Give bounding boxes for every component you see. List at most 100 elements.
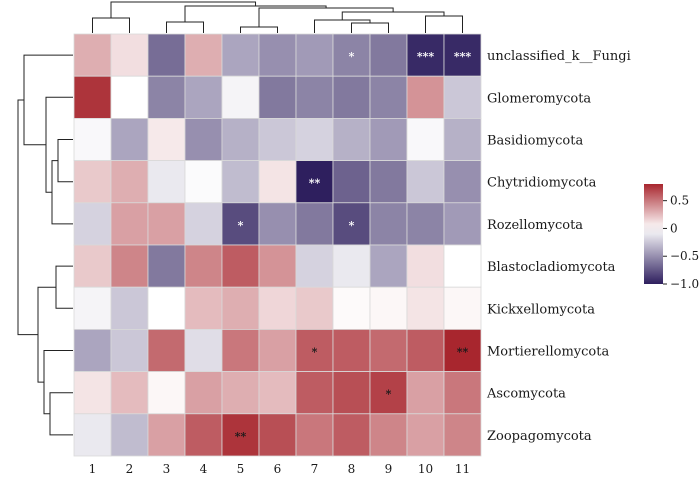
heatmap-cell (184, 75, 223, 119)
dendrogram-branch (240, 26, 278, 33)
heatmap-cell (295, 33, 334, 77)
dendrogram-branch (17, 99, 38, 336)
significance-marker: * (349, 50, 355, 63)
heatmap-cell (258, 286, 297, 330)
heatmap-cell (295, 328, 334, 372)
heatmap-cell (406, 371, 445, 415)
significance-marker: * (238, 219, 244, 232)
dendrogram-branch (45, 96, 73, 193)
row-label: Zoopagomycota (487, 429, 592, 444)
heatmap-cell (73, 244, 112, 288)
heatmap-cell (295, 118, 334, 162)
heatmap-cell (332, 118, 371, 162)
heatmap-cell (184, 413, 223, 457)
heatmap-cell (184, 244, 223, 288)
heatmap-cell (147, 328, 186, 372)
heatmap-cell (332, 286, 371, 330)
heatmap-cell (73, 328, 112, 372)
heatmap-cell (295, 160, 334, 204)
heatmap-cell (369, 33, 408, 77)
heatmap-cell (443, 75, 482, 119)
colorbar-tick-label: 0 (670, 221, 678, 235)
dendrogram-branch (23, 54, 73, 146)
heatmap-cell (332, 202, 371, 246)
heatmap-cell (221, 33, 260, 77)
heatmap-cell (332, 33, 371, 77)
heatmap-cell (184, 328, 223, 372)
heatmap-cell (184, 286, 223, 330)
heatmap-cell (73, 160, 112, 204)
row-label: Kickxellomycota (487, 302, 595, 317)
column-label: 2 (126, 462, 134, 476)
heatmap-cell (258, 328, 297, 372)
column-label: 11 (455, 462, 470, 476)
dendrogram-branch (43, 350, 73, 415)
significance-marker: * (386, 388, 392, 401)
heatmap-cell (332, 160, 371, 204)
heatmap-cell (369, 244, 408, 288)
row-label: Glomeromycota (487, 91, 591, 106)
significance-marker: ** (309, 177, 321, 190)
dendrogram-branch (57, 139, 73, 183)
row-label: Blastocladiomycota (487, 260, 616, 275)
heatmap-cell (258, 371, 297, 415)
heatmap-cell (184, 371, 223, 415)
heatmap-cell (73, 371, 112, 415)
heatmap-cell (369, 160, 408, 204)
heatmap-cell (258, 118, 297, 162)
dendrogram-branch (37, 286, 56, 383)
dendrogram-branch (49, 392, 73, 436)
column-label: 10 (418, 462, 433, 476)
row-label: Basidiomycota (487, 134, 583, 149)
heatmap-cell (332, 244, 371, 288)
heatmap-cell (221, 75, 260, 119)
heatmap-cell (258, 244, 297, 288)
colorbar-tick-label: 0.5 (670, 194, 689, 208)
heatmap-cell (110, 33, 149, 77)
heatmap-cell (73, 118, 112, 162)
column-label: 4 (200, 462, 208, 476)
row-dendrogram (17, 54, 73, 436)
heatmap-cell (184, 202, 223, 246)
heatmap-cell (295, 371, 334, 415)
significance-marker: ** (235, 430, 247, 443)
heatmap-cell (443, 33, 482, 77)
heatmap-cell (147, 33, 186, 77)
colorbar: 0.5 0 −0.5 −1.0 (644, 184, 699, 291)
dendrogram-branch (51, 160, 73, 225)
significance-marker: *** (454, 50, 472, 63)
heatmap-cell (221, 118, 260, 162)
heatmap-cell (110, 202, 149, 246)
significance-marker: *** (417, 50, 435, 63)
heatmap-cell (443, 286, 482, 330)
column-label: 8 (348, 462, 356, 476)
heatmap-cell (406, 413, 445, 457)
heatmap-cell (332, 371, 371, 415)
column-label: 6 (274, 462, 282, 476)
row-label: Chytridiomycota (487, 176, 597, 191)
heatmap-cell (221, 328, 260, 372)
heatmap-cell (147, 202, 186, 246)
column-label: 5 (237, 462, 245, 476)
heatmap-cell (406, 118, 445, 162)
column-label: 9 (385, 462, 393, 476)
column-labels: 1 2 3 4 5 6 7 8 9 10 11 (89, 462, 470, 476)
heatmap-cell (221, 160, 260, 204)
heatmap-cell (110, 286, 149, 330)
heatmap-cell (295, 75, 334, 119)
heatmap-cell (73, 33, 112, 77)
row-label: Ascomycota (486, 387, 566, 402)
heatmap-cell (73, 202, 112, 246)
column-label: 7 (311, 462, 319, 476)
heatmap-cell (369, 413, 408, 457)
heatmap-cell (73, 413, 112, 457)
heatmap-cell (258, 160, 297, 204)
heatmap-cell (295, 244, 334, 288)
heatmap-cell (332, 413, 371, 457)
heatmap-cell (73, 286, 112, 330)
heatmap-cell (369, 328, 408, 372)
heatmap-cell (443, 202, 482, 246)
heatmap-cell (258, 75, 297, 119)
heatmap-cell (184, 33, 223, 77)
